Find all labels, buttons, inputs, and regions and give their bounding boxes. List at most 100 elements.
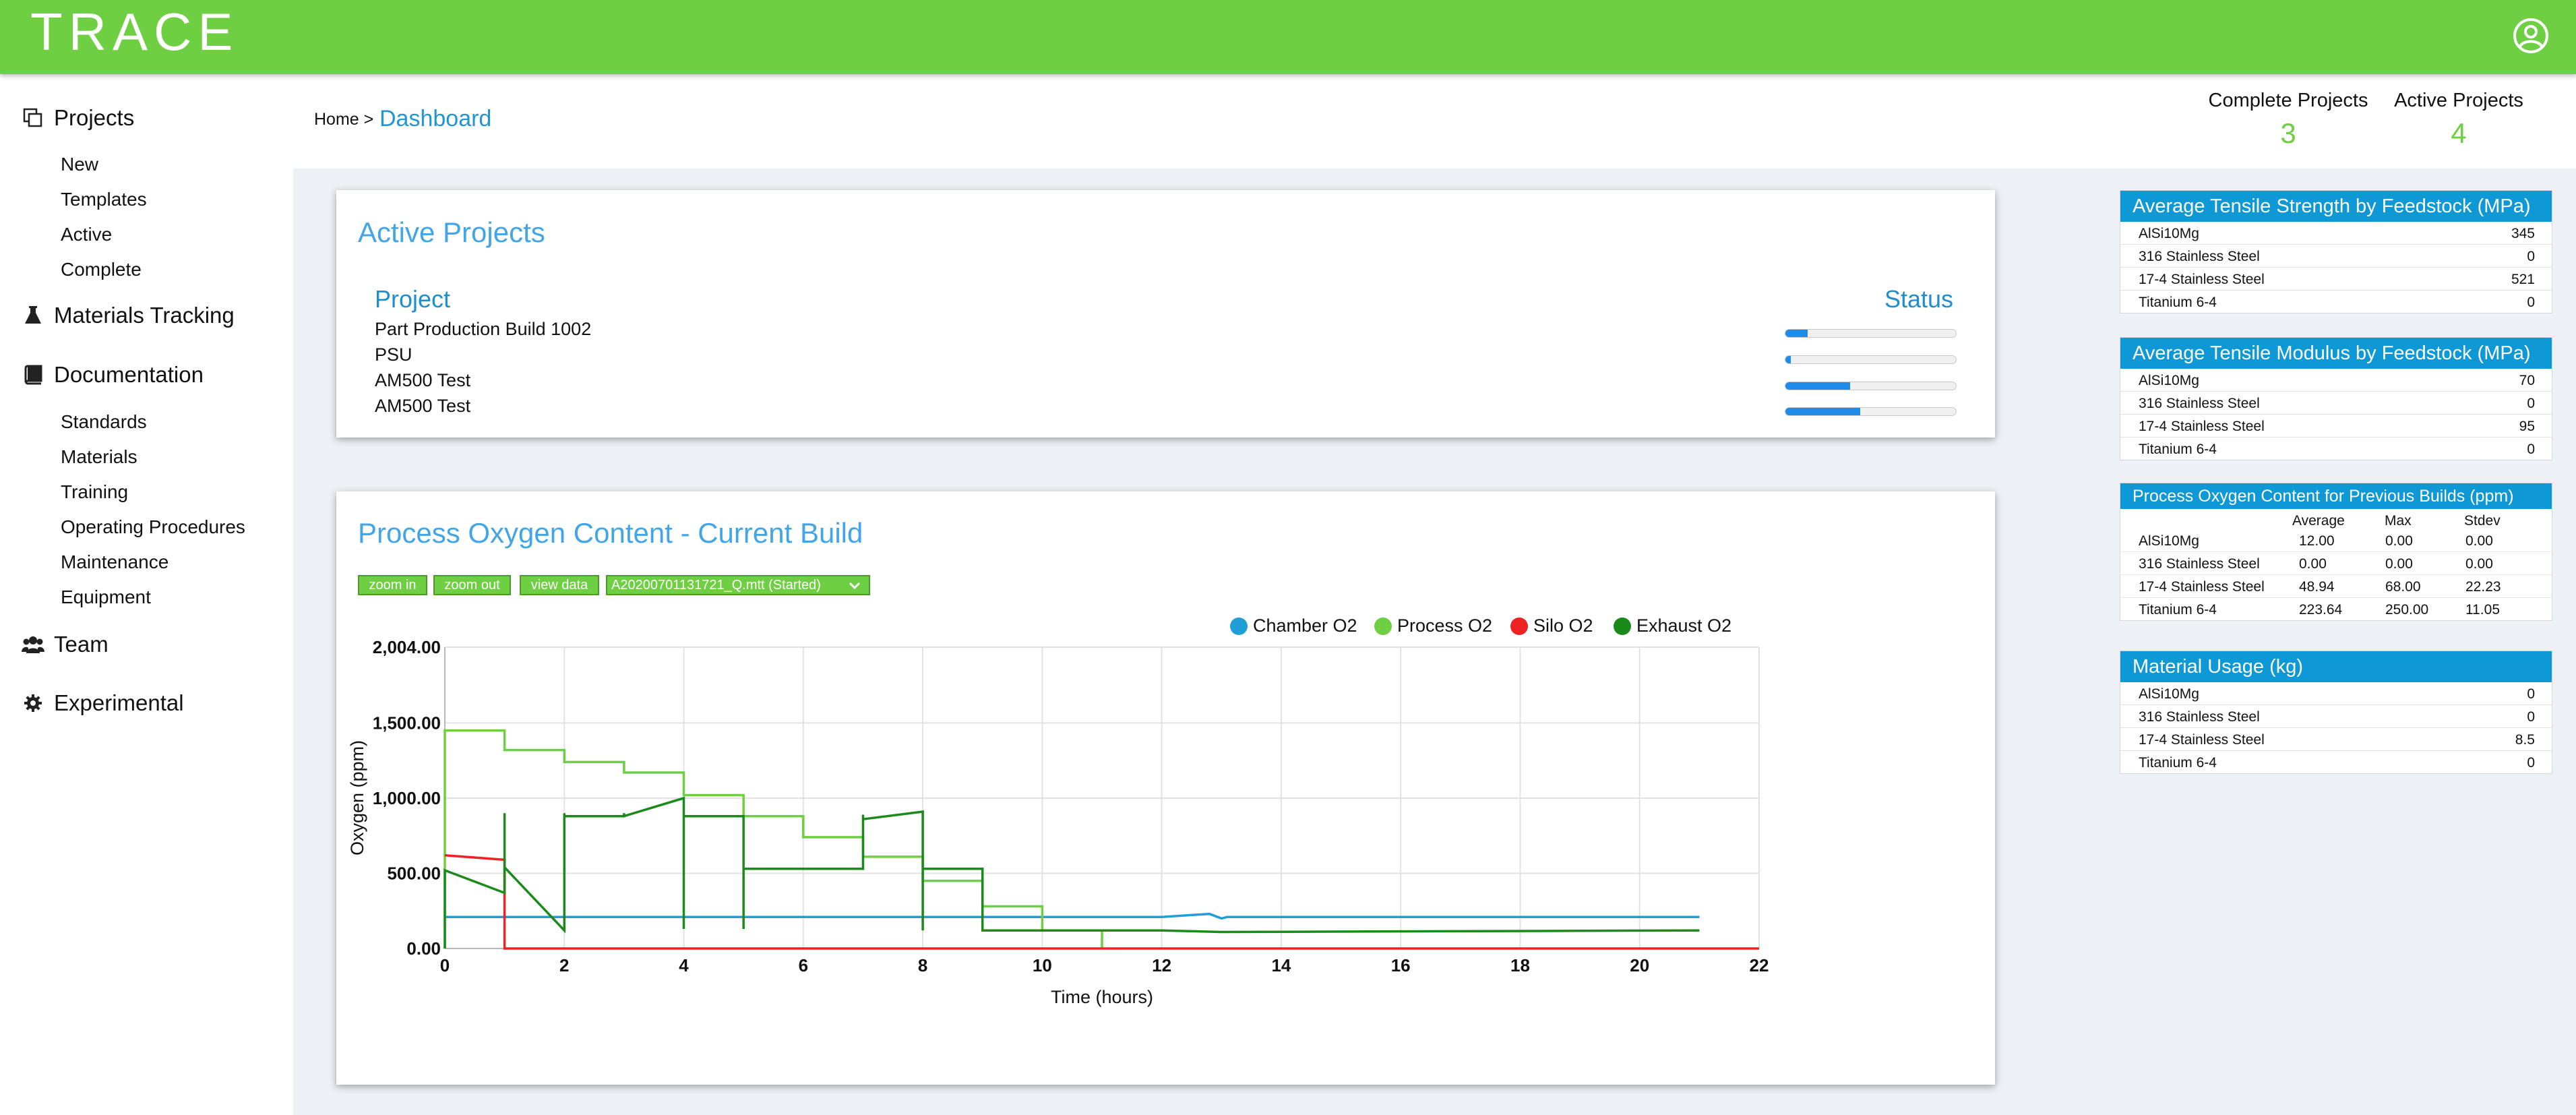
sidebar-item-materials-tracking[interactable]: Materials Tracking (22, 303, 235, 328)
x-tick-label: 8 (918, 955, 927, 975)
stdev-value: 11.05 (2465, 602, 2500, 617)
feedstock-value: 521 (2511, 272, 2535, 287)
project-link[interactable]: Part Production Build 1002 (375, 319, 592, 339)
build-file-select[interactable]: A20200701131721_Q.mtt (Started) (606, 575, 870, 595)
sidebar-item-operating-procedures[interactable]: Operating Procedures (61, 516, 245, 537)
feedstock-value: 0 (2527, 249, 2535, 264)
oxygen-previous-builds-panel: Process Oxygen Content for Previous Buil… (2120, 483, 2552, 621)
sidebar-item-label: Documentation (54, 362, 204, 387)
feedstock-value: 70 (2519, 373, 2535, 388)
table-row: AlSi10Mg 345 (2120, 222, 2552, 245)
tensile-strength-panel: Average Tensile Strength by Feedstock (M… (2120, 190, 2552, 313)
zoom-out-button[interactable]: zoom out (433, 575, 511, 595)
x-tick-label: 4 (679, 955, 689, 975)
sidebar-item-active[interactable]: Active (61, 224, 113, 245)
x-axis-label: Time (hours) (1051, 987, 1153, 1007)
project-link[interactable]: PSU (375, 344, 412, 365)
series-line-silo-o2[interactable] (444, 853, 1759, 950)
legend-silo-o2[interactable]: Silo O2 (1510, 615, 1593, 636)
sidebar-item-label: Projects (54, 105, 135, 130)
table-row: AlSi10Mg 70 (2120, 369, 2552, 392)
feedstock-name: AlSi10Mg (2139, 226, 2199, 241)
sidebar-item-templates[interactable]: Templates (61, 189, 147, 210)
max-value: 250.00 (2385, 602, 2429, 617)
progress-fill (1785, 330, 1808, 337)
table-row: 316 Stainless Steel 0 (2120, 705, 2552, 728)
project-column-header: Project (375, 285, 451, 313)
feedstock-value: 345 (2511, 226, 2535, 241)
panel-title: Average Tensile Strength by Feedstock (M… (2120, 191, 2552, 222)
project-progress-bar (1785, 407, 1957, 416)
average-value: 223.64 (2299, 602, 2343, 617)
tensile-modulus-panel: Average Tensile Modulus by Feedstock (MP… (2120, 337, 2552, 460)
x-tick-label: 10 (1033, 955, 1052, 975)
x-tick-label: 20 (1630, 955, 1649, 975)
project-progress-bar (1785, 355, 1957, 364)
x-tick-label: 22 (1750, 955, 1769, 975)
average-value: 48.94 (2299, 579, 2335, 595)
table-row: 316 Stainless Steel 0.00 0.00 0.00 (2120, 552, 2552, 575)
sidebar-item-materials[interactable]: Materials (61, 446, 137, 467)
feedstock-value: 0 (2527, 709, 2535, 725)
feedstock-name: Titanium 6-4 (2139, 602, 2217, 617)
panel-title: Material Usage (kg) (2120, 651, 2552, 682)
average-value: 12.00 (2299, 533, 2335, 549)
legend-marker (1614, 617, 1631, 635)
series-line-process-o2[interactable] (443, 729, 1103, 948)
flask-icon (22, 304, 44, 327)
feedstock-name: 316 Stainless Steel (2139, 396, 2260, 411)
oxygen-line-chart[interactable]: 0 2 4 6 8 10 12 14 16 18 20 22 0.00 500.00 1,000.00 1,5… (344, 624, 1786, 1015)
brand-logo[interactable]: TRACE (30, 2, 239, 61)
table-row: Titanium 6-4 0 (2120, 438, 2552, 460)
sidebar-item-experimental[interactable]: Experimental (22, 690, 184, 716)
feedstock-name: AlSi10Mg (2139, 373, 2199, 388)
sidebar-item-complete[interactable]: Complete (61, 259, 142, 280)
y-tick-label: 1,500.00 (373, 713, 441, 733)
feedstock-name: Titanium 6-4 (2139, 755, 2217, 771)
series-line-exhaust-o2[interactable] (443, 796, 1700, 948)
sidebar (0, 74, 293, 1115)
sidebar-item-equipment[interactable]: Equipment (61, 586, 151, 607)
project-link[interactable]: AM500 Test (375, 396, 471, 416)
page-header (293, 74, 2576, 169)
y-tick-label: 1,000.00 (373, 788, 441, 808)
sidebar-item-new[interactable]: New (61, 154, 99, 175)
legend-process-o2[interactable]: Process O2 (1374, 615, 1492, 636)
progress-fill (1785, 382, 1851, 390)
column-header: Average (2292, 513, 2345, 529)
table-row: Titanium 6-4 0 (2120, 291, 2552, 313)
status-column-header: Status (1884, 285, 1954, 313)
view-data-button[interactable]: view data (520, 575, 599, 595)
sidebar-item-team[interactable]: Team (22, 632, 109, 657)
sidebar-item-maintenance[interactable]: Maintenance (61, 551, 169, 572)
legend-label: Exhaust O2 (1636, 615, 1732, 636)
user-circle-icon[interactable] (2513, 18, 2549, 54)
legend-label: Silo O2 (1533, 615, 1593, 636)
feedstock-value: 0 (2527, 295, 2535, 310)
table-row: AlSi10Mg 0 (2120, 682, 2552, 705)
feedstock-name: Titanium 6-4 (2139, 295, 2217, 310)
zoom-in-button[interactable]: zoom in (358, 575, 427, 595)
feedstock-name: AlSi10Mg (2139, 686, 2199, 702)
legend-exhaust-o2[interactable]: Exhaust O2 (1614, 615, 1731, 636)
sidebar-item-projects[interactable]: Projects (22, 105, 134, 131)
x-tick-label: 16 (1391, 955, 1411, 975)
x-tick-label: 0 (440, 955, 450, 975)
project-link[interactable]: AM500 Test (375, 370, 471, 390)
feedstock-value: 0 (2527, 755, 2535, 771)
y-tick-label: 0.00 (406, 938, 441, 959)
sidebar-item-training[interactable]: Training (61, 481, 129, 502)
average-value: 0.00 (2299, 556, 2327, 572)
sidebar-item-standards[interactable]: Standards (61, 411, 147, 432)
column-header: Stdev (2464, 513, 2501, 529)
table-row: Titanium 6-4 223.64 250.00 11.05 (2120, 598, 2552, 620)
gear-icon (22, 692, 44, 715)
breadcrumb-home[interactable]: Home > (314, 110, 374, 129)
feedstock-name: AlSi10Mg (2139, 533, 2199, 549)
series-line-chamber-o2[interactable] (445, 912, 1700, 920)
y-tick-label: 2,004.00 (373, 637, 441, 657)
table-row: 316 Stainless Steel 0 (2120, 392, 2552, 415)
sidebar-item-documentation[interactable]: Documentation (22, 362, 204, 388)
legend-chamber-o2[interactable]: Chamber O2 (1230, 615, 1357, 636)
panel-title: Average Tensile Modulus by Feedstock (MP… (2120, 338, 2552, 369)
